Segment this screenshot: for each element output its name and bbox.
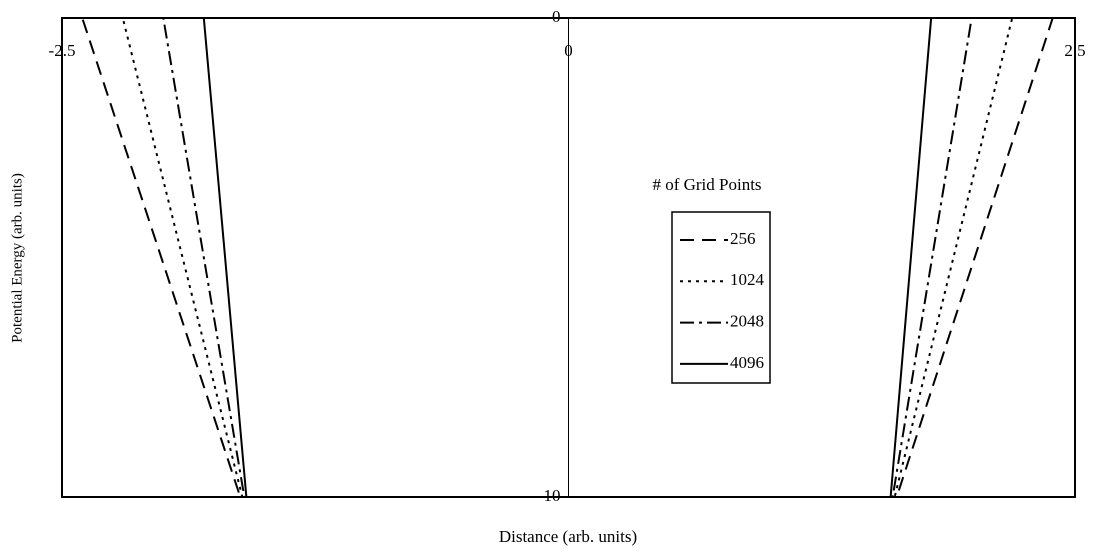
legend-box — [671, 211, 771, 384]
y-tick-label: -10 — [538, 486, 561, 505]
x-axis-label: Distance (arb. units) — [499, 527, 637, 546]
legend-title: # of Grid Points — [652, 175, 761, 194]
legend-label: 4096 — [730, 353, 764, 372]
legend-label: 256 — [730, 229, 756, 248]
x-tick-label: -2.5 — [49, 41, 76, 60]
y-tick-label: 0 — [552, 7, 561, 26]
series-line — [62, 17, 1075, 498]
x-tick-label: 2.5 — [1064, 41, 1085, 60]
legend-label: 1024 — [730, 270, 765, 289]
x-tick-label: 0 — [564, 41, 573, 60]
y-axis-label: Potential Energy (arb. units) — [9, 173, 25, 343]
legend-label: 2048 — [730, 312, 764, 331]
